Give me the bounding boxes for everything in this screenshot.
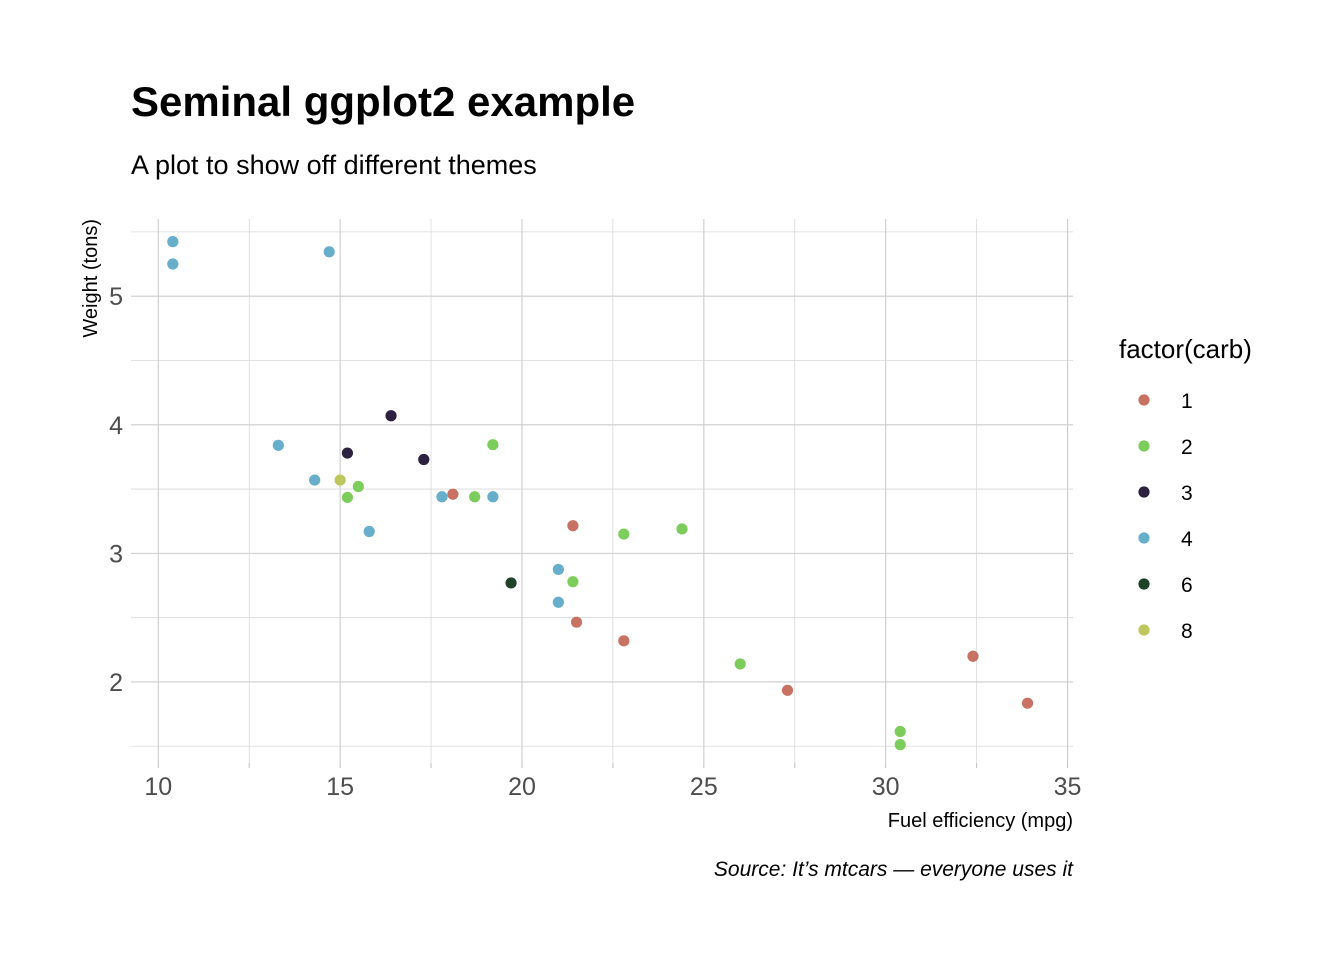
data-point-carb-2 <box>469 491 481 503</box>
y-axis-tick-labels: 2 3 4 5 <box>109 283 123 697</box>
legend-key-8 <box>1138 624 1150 636</box>
x-tick-label: 25 <box>690 773 718 801</box>
data-point-carb-6 <box>505 577 517 589</box>
legend-label-8: 8 <box>1181 620 1193 643</box>
data-point-carb-1 <box>1021 697 1034 709</box>
data-point-carb-1 <box>570 616 583 628</box>
y-tick-label: 2 <box>109 669 123 697</box>
x-tick-label: 10 <box>144 773 172 801</box>
x-tick-label: 35 <box>1054 773 1082 801</box>
legend-key-2 <box>1138 440 1150 452</box>
data-point-carb-1 <box>567 520 579 532</box>
data-point-carb-2 <box>734 658 746 670</box>
data-point-carb-4 <box>552 596 564 608</box>
legend-items: 1 2 3 4 6 8 <box>1138 390 1193 643</box>
data-point-carb-2 <box>567 576 579 588</box>
data-points <box>167 236 1034 751</box>
legend-key-4 <box>1138 532 1150 544</box>
y-tick-label: 4 <box>109 412 123 440</box>
legend-label-4: 4 <box>1181 528 1193 551</box>
data-point-carb-4 <box>309 474 321 486</box>
x-axis-tick-labels: 10 15 20 25 30 35 <box>144 773 1081 801</box>
data-point-carb-1 <box>447 488 459 500</box>
data-point-carb-2 <box>341 491 354 504</box>
data-point-carb-2 <box>894 739 906 751</box>
data-point-carb-1 <box>967 650 979 662</box>
chart-title: Seminal ggplot2 example <box>131 78 635 125</box>
legend-label-1: 1 <box>1181 390 1193 413</box>
data-point-carb-8 <box>334 474 346 486</box>
data-point-carb-4 <box>272 439 284 451</box>
x-tick-label: 30 <box>872 773 900 801</box>
legend-label-6: 6 <box>1181 574 1193 597</box>
data-point-carb-3 <box>341 447 354 459</box>
data-point-carb-4 <box>363 525 375 538</box>
legend-key-6 <box>1138 578 1150 590</box>
data-point-carb-2 <box>352 480 364 493</box>
data-point-carb-4 <box>323 246 335 258</box>
data-point-carb-4 <box>167 258 179 270</box>
data-point-carb-2 <box>894 725 906 738</box>
legend: factor(carb) 1 2 3 4 6 8 <box>1119 334 1252 643</box>
axis-ticks <box>157 763 1069 768</box>
y-tick-label: 3 <box>109 540 123 568</box>
x-tick-label: 15 <box>326 773 354 801</box>
legend-key-3 <box>1138 486 1150 498</box>
x-tick-label: 20 <box>508 773 536 801</box>
y-tick-label: 5 <box>109 283 123 311</box>
data-point-carb-2 <box>676 523 688 535</box>
legend-label-2: 2 <box>1181 436 1193 459</box>
legend-title: factor(carb) <box>1119 334 1252 364</box>
chart-subtitle: A plot to show off different themes <box>131 150 537 180</box>
data-point-carb-4 <box>487 491 499 503</box>
x-axis-title: Fuel efficiency (mpg) <box>888 810 1073 832</box>
data-point-carb-1 <box>781 684 794 696</box>
data-point-carb-3 <box>385 410 397 422</box>
y-axis-title: Weight (tons) <box>80 219 102 338</box>
data-point-carb-4 <box>436 491 448 503</box>
legend-key-1 <box>1138 394 1150 406</box>
data-point-carb-4 <box>552 563 564 576</box>
data-point-carb-1 <box>618 635 630 647</box>
data-point-carb-2 <box>618 528 630 540</box>
chart-caption: Source: It’s mtcars — everyone uses it <box>714 858 1074 881</box>
data-point-carb-4 <box>167 236 179 248</box>
data-point-carb-2 <box>487 439 499 451</box>
data-point-carb-3 <box>418 453 430 466</box>
grid-lines <box>131 219 1073 763</box>
legend-label-3: 3 <box>1181 482 1193 505</box>
